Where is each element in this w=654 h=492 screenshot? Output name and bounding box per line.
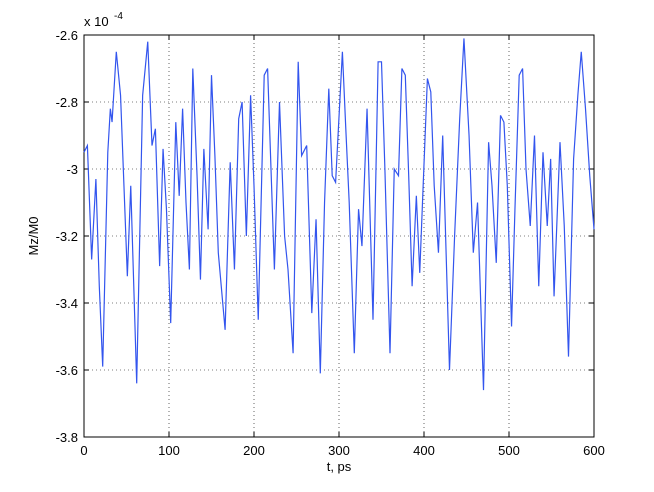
y-tick-label: -2.6 [56,28,78,43]
y-tick-label: -3.8 [56,430,78,445]
y-multiplier-exponent: -4 [114,11,123,22]
x-tick-label: 200 [243,443,265,458]
x-tick-label: 500 [498,443,520,458]
x-axis-label: t, ps [327,459,352,474]
y-tick-label: -2.8 [56,95,78,110]
y-multiplier: x 10 [84,14,109,29]
y-axis-label: Mz/M0 [26,217,41,256]
y-tick-label: -3.2 [56,229,78,244]
y-tick-label: -3.6 [56,363,78,378]
x-tick-label: 0 [80,443,87,458]
x-tick-label: 400 [413,443,435,458]
y-tick-label: -3.4 [56,296,78,311]
data-line [83,38,595,391]
x-tick-label: 300 [328,443,350,458]
x-tick-label: 100 [158,443,180,458]
y-tick-label: -3 [66,162,78,177]
x-tick-label: 600 [583,443,605,458]
plot-frame [83,34,595,438]
